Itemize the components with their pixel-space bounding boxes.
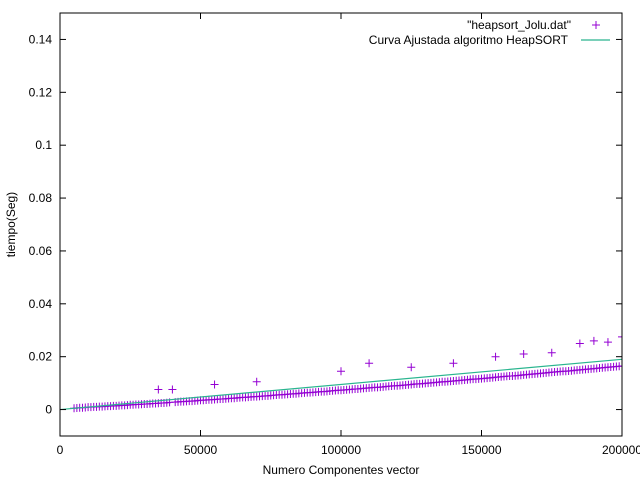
data-point xyxy=(519,350,528,359)
legend: "heapsort_Jolu.dat" Curva Ajustada algor… xyxy=(369,18,610,47)
x-tick-label: 200000 xyxy=(602,443,640,457)
y-tick-label: 0.14 xyxy=(29,32,53,46)
x-tick-label: 0 xyxy=(57,443,64,457)
fitted-curve-line xyxy=(60,358,622,411)
y-tick-label: 0.1 xyxy=(35,138,52,152)
legend-label-fitted-curve: Curva Ajustada algoritmo HeapSORT xyxy=(369,33,569,47)
legend-label-heapsort-data: "heapsort_Jolu.dat" xyxy=(467,18,571,32)
data-point xyxy=(365,359,374,368)
data-point xyxy=(252,377,261,386)
y-tick-label: 0.08 xyxy=(29,191,53,205)
data-point xyxy=(337,367,345,376)
x-tick-label: 150000 xyxy=(461,443,501,457)
data-point xyxy=(618,332,622,341)
data-point xyxy=(168,385,177,394)
x-axis-label: Numero Componentes vector xyxy=(263,463,420,477)
x-tick-label: 50000 xyxy=(184,443,218,457)
data-point xyxy=(575,339,584,348)
y-tick-label: 0 xyxy=(45,403,52,417)
legend-marker-heapsort-data xyxy=(592,21,600,29)
data-point xyxy=(618,361,622,370)
data-point xyxy=(407,363,416,372)
y-tick-label: 0.02 xyxy=(29,350,53,364)
data-point xyxy=(491,352,500,361)
y-tick-label: 0.12 xyxy=(29,85,53,99)
plot-area xyxy=(60,332,622,413)
data-point xyxy=(589,336,598,345)
y-axis-label: tiempo(Seg) xyxy=(4,192,18,257)
data-point xyxy=(449,359,458,368)
y-tick-label: 0.04 xyxy=(29,297,53,311)
ticks-layer: 0 0.02 0.04 0.06 0.08 0.1 0.12 0.14 0 50000 100000… xyxy=(29,13,640,457)
data-point xyxy=(210,380,219,389)
x-tick-label: 100000 xyxy=(321,443,361,457)
y-tick-label: 0.06 xyxy=(29,244,53,258)
legend-marker-plus xyxy=(592,21,600,29)
data-point xyxy=(154,385,163,394)
data-point xyxy=(547,348,556,357)
data-layer xyxy=(60,332,622,413)
data-point xyxy=(603,338,612,347)
